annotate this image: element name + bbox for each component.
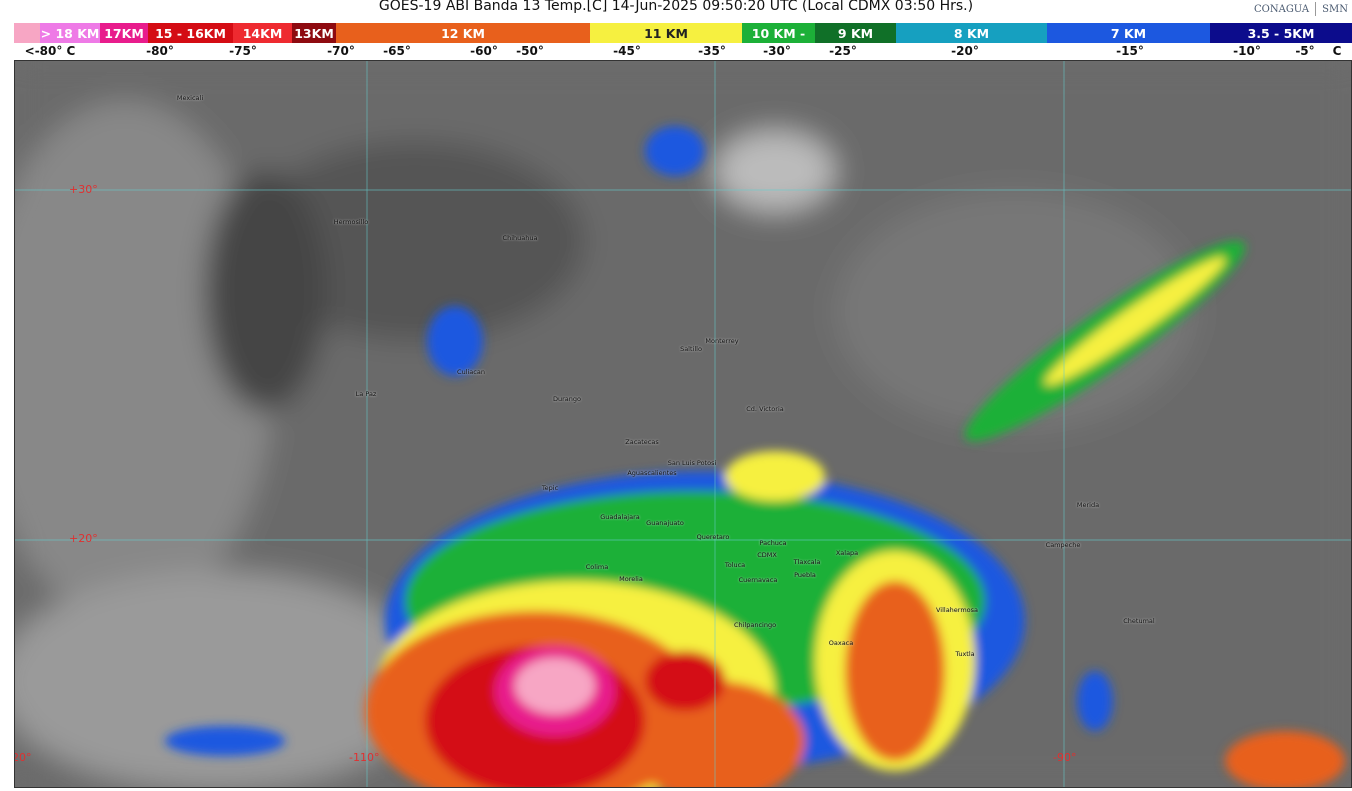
temperature-label: -80° — [146, 44, 174, 58]
logo-divider — [1315, 2, 1317, 16]
city-label: Chilpancingo — [733, 621, 777, 629]
temperature-label: <-80° C — [24, 44, 76, 58]
scale-segment: 10 KM - — [742, 23, 815, 43]
city-label: CDMX — [757, 551, 777, 559]
city-label: Colima — [585, 563, 609, 571]
scale-segment: > 18 KM — [40, 23, 100, 43]
temperature-label: -70° — [327, 44, 355, 58]
scale-segment: 14KM — [233, 23, 292, 43]
grid-label-lon-120: -120° — [15, 751, 32, 764]
city-label: Saltillo — [680, 345, 702, 353]
temperature-labels: <-80° C -80° -75° -70° -65° -60° -50° -45° -35° -… — [0, 44, 1352, 60]
temperature-label: -35° — [698, 44, 726, 58]
city-label: Oaxaca — [828, 639, 854, 647]
scale-segment: 8 KM — [896, 23, 1047, 43]
satellite-map: Mexicali Hermosillo Chihuahua Culiacan La Pa… — [14, 60, 1352, 788]
scale-segment: 11 KM — [590, 23, 742, 43]
scale-segment: 3.5 - 5KM — [1210, 23, 1352, 43]
city-label: Toluca — [724, 561, 746, 569]
image-title: GOES-19 ABI Banda 13 Temp.[C] 14-Jun-202… — [378, 0, 974, 14]
city-label: Xalapa — [835, 549, 859, 557]
conagua-logo: CONAGUA — [1254, 3, 1310, 15]
city-label: Chihuahua — [502, 234, 538, 242]
temperature-label: -25° — [829, 44, 857, 58]
city-label: Guanajuato — [646, 519, 684, 527]
city-label: Hermosillo — [333, 218, 369, 226]
logos: CONAGUA SMN — [1254, 2, 1348, 16]
city-label: Tlaxcala — [793, 558, 821, 566]
city-label: San Luis Potosi — [667, 459, 717, 467]
temperature-label: C — [1332, 44, 1342, 58]
city-label: Chetumal — [1123, 617, 1155, 625]
city-label: Merida — [1076, 501, 1100, 509]
temperature-label: -5° — [1295, 44, 1315, 58]
city-label: Tepic — [541, 484, 559, 492]
city-label: La Paz — [355, 390, 377, 398]
color-scale: > 18 KM 17KM 15 - 16KM 14KM 13KM 12 KM 11 KM 10… — [14, 23, 1352, 43]
scale-segment: 17KM — [100, 23, 148, 43]
temperature-label: -50° — [516, 44, 544, 58]
temperature-label: -75° — [229, 44, 257, 58]
city-label: Puebla — [794, 571, 816, 579]
temperature-label: -20° — [951, 44, 979, 58]
cloud-imagery — [15, 61, 1351, 787]
grid-label-lat-30: +30° — [69, 183, 98, 196]
grid-label-lon-90: -90° — [1053, 751, 1077, 764]
city-label: Campeche — [1045, 541, 1081, 549]
scale-segment — [14, 23, 40, 43]
city-label: Culiacan — [457, 368, 485, 376]
lat-lon-grid — [15, 61, 1351, 787]
city-label: Pachuca — [759, 539, 787, 547]
scale-segment: 12 KM — [336, 23, 590, 43]
scale-segment: 13KM — [292, 23, 336, 43]
city-label: Zacatecas — [625, 438, 659, 446]
temperature-label: -45° — [613, 44, 641, 58]
grid-label-lat-20: +20° — [69, 532, 98, 545]
grid-label-lon-110: -110° — [349, 751, 380, 764]
city-label: Cd. Victoria — [746, 405, 784, 413]
city-label: Durango — [552, 395, 582, 403]
city-label: Monterrey — [705, 337, 739, 345]
temperature-label: -10° — [1233, 44, 1261, 58]
city-label: Cuernavaca — [738, 576, 778, 584]
city-label: Queretaro — [696, 533, 730, 541]
scale-segment: 15 - 16KM — [148, 23, 233, 43]
city-label: Guadalajara — [600, 513, 640, 521]
scale-segment: 9 KM — [815, 23, 896, 43]
temperature-label: -15° — [1116, 44, 1144, 58]
city-label: Aguascalientes — [627, 469, 677, 477]
scale-segment: 7 KM — [1047, 23, 1210, 43]
city-label: Morelia — [619, 575, 643, 583]
city-label: Tuxtla — [955, 650, 975, 658]
temperature-label: -60° — [470, 44, 498, 58]
temperature-label: -30° — [763, 44, 791, 58]
smn-logo: SMN — [1322, 3, 1348, 15]
temperature-label: -65° — [383, 44, 411, 58]
city-label: Mexicali — [176, 94, 204, 102]
city-label: Villahermosa — [935, 606, 979, 614]
